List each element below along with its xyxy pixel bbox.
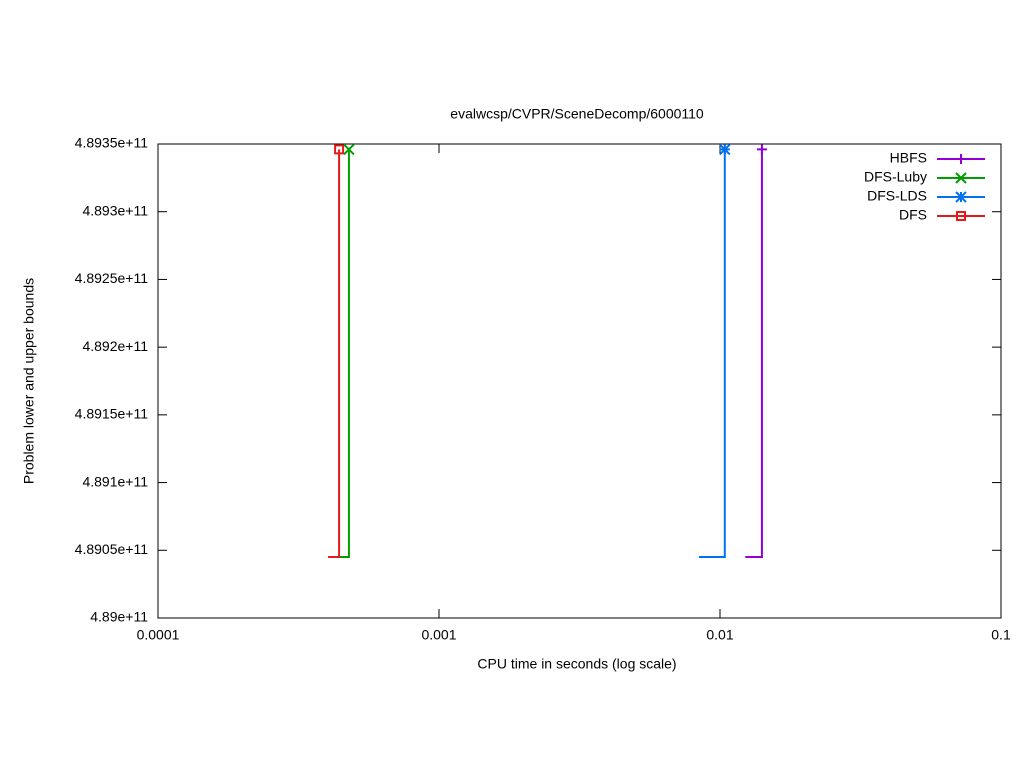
y-tick-label: 4.8935e+11 xyxy=(75,135,149,151)
x-tick-label: 0.001 xyxy=(421,627,456,643)
y-tick-label: 4.89e+11 xyxy=(90,609,148,625)
chart-title: evalwcsp/CVPR/SceneDecomp/6000110 xyxy=(450,106,704,122)
x-tick-label: 0.1 xyxy=(991,627,1011,643)
series-line xyxy=(699,149,726,559)
legend-marker xyxy=(956,211,966,221)
series-line xyxy=(339,149,350,559)
y-tick-label: 4.891e+11 xyxy=(82,473,148,489)
point-marker xyxy=(719,143,731,156)
point-marker xyxy=(756,144,767,155)
y-tick-label: 4.8925e+11 xyxy=(75,270,149,286)
point-marker xyxy=(334,144,345,155)
x-tick-label: 0.01 xyxy=(706,627,733,643)
legend-label: DFS-LDS xyxy=(867,188,927,204)
x-axis-label: CPU time in seconds (log scale) xyxy=(477,656,676,672)
y-tick-label: 4.8905e+11 xyxy=(75,541,149,557)
x-tick-label: 0.0001 xyxy=(137,627,180,643)
y-axis-label: Problem lower and upper bounds xyxy=(21,278,37,484)
y-tick-label: 4.8915e+11 xyxy=(75,406,149,422)
legend-label: DFS xyxy=(899,207,927,223)
plot-border xyxy=(157,143,1002,619)
y-tick-label: 4.892e+11 xyxy=(82,338,148,354)
point-marker xyxy=(343,143,355,156)
legend-label: HBFS xyxy=(890,150,927,166)
y-tick-label: 4.893e+11 xyxy=(82,202,148,218)
legend-label: DFS-Luby xyxy=(864,169,927,185)
legend-marker xyxy=(955,191,967,203)
legend-marker xyxy=(956,154,966,164)
series-line xyxy=(745,149,763,559)
legend-marker xyxy=(955,172,967,184)
series-line xyxy=(328,149,341,559)
